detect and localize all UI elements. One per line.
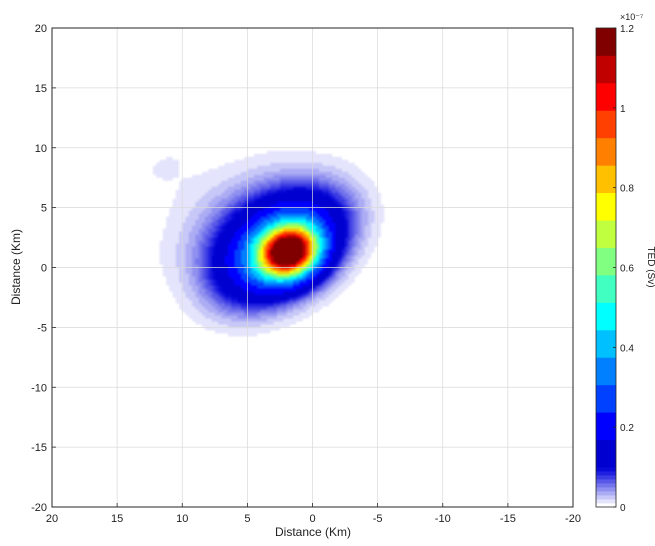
colorbar-band: [596, 329, 616, 358]
colorbar-band: [596, 487, 616, 492]
colorbar-tick-label: 1.2: [620, 24, 634, 35]
colorbar-band: [596, 110, 616, 139]
colorbar-band: [596, 247, 616, 276]
x-tick-label: 15: [111, 513, 123, 525]
colorbar-band: [596, 495, 616, 500]
x-tick-label: 0: [309, 513, 315, 525]
colorbar-band: [596, 55, 616, 84]
colorbar-band: [596, 274, 616, 303]
colorbar-band: [596, 192, 616, 221]
x-tick-label: -15: [500, 513, 516, 525]
x-tick-label: 10: [176, 513, 188, 525]
colorbar-band: [596, 475, 616, 480]
x-tick-label: 20: [46, 513, 58, 525]
colorbar-band: [596, 471, 616, 476]
colorbar-tick-label: 0: [620, 503, 626, 514]
y-tick-label: 5: [41, 203, 47, 215]
colorbar-band: [596, 479, 616, 484]
x-tick-label: -10: [435, 513, 451, 525]
colorbar-band: [596, 491, 616, 496]
x-tick-label: 5: [244, 513, 250, 525]
y-tick-label: -10: [31, 382, 47, 394]
colorbar-band: [596, 503, 616, 508]
colorbar-exponent-label: ×10⁻⁷: [620, 12, 643, 22]
x-tick-label: -5: [373, 513, 383, 525]
colorbar-band: [596, 302, 616, 331]
colorbar-band: [596, 467, 616, 472]
colorbar-band: [596, 412, 616, 441]
y-tick-label: -15: [31, 442, 47, 454]
y-axis-label: Distance (Km): [9, 229, 23, 305]
colorbar-band: [596, 439, 616, 468]
y-tick-label: -5: [37, 322, 47, 334]
colorbar-tick-label: 0.8: [620, 184, 634, 195]
y-tick-label: 15: [35, 83, 47, 95]
colorbar-band: [596, 165, 616, 194]
colorbar-band: [596, 82, 616, 111]
colorbar-band: [596, 28, 616, 56]
y-tick-label: -20: [31, 502, 47, 514]
colorbar-tick-label: 0.6: [620, 264, 634, 275]
colorbar-label: TED (Sv): [645, 246, 655, 287]
colorbar-tick-label: 0.4: [620, 343, 634, 354]
x-tick-label: -20: [565, 513, 581, 525]
colorbar-band: [596, 483, 616, 488]
colorbar-band: [596, 499, 616, 504]
x-axis-label: Distance (Km): [275, 525, 351, 539]
y-tick-label: 0: [41, 263, 47, 275]
y-tick-label: 10: [35, 143, 47, 155]
colorbar-band: [596, 220, 616, 248]
colorbar-tick-label: 0.2: [620, 423, 634, 434]
colorbar-band: [596, 384, 616, 413]
colorbar-tick-label: 1: [620, 104, 626, 115]
y-tick-label: 20: [35, 23, 47, 35]
colorbar-band: [596, 357, 616, 386]
colorbar-band: [596, 137, 616, 166]
